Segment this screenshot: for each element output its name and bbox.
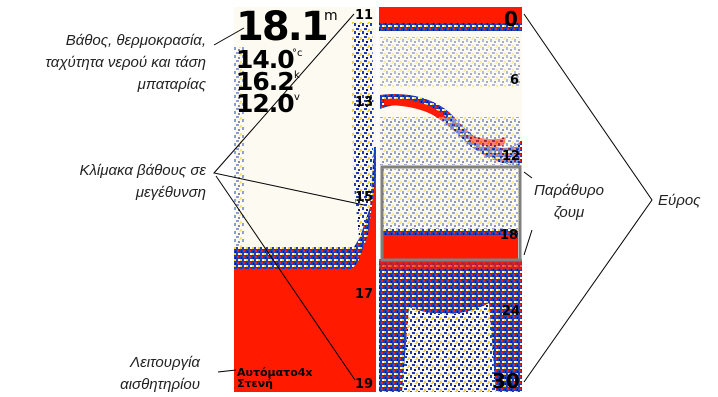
callout-zoom-window-line-2: ζουμ bbox=[553, 204, 585, 221]
depth-unit: m bbox=[324, 8, 338, 24]
callout-sensor-mode-line-1: Λειτουργία bbox=[130, 354, 200, 371]
zoom-scale-label: 17 bbox=[355, 287, 374, 302]
zoom-scale-label: 15 bbox=[355, 190, 374, 205]
surface-band bbox=[378, 7, 522, 23]
callout-zoom-scale: Κλίμακα βάθους σε μεγέθυνση bbox=[0, 160, 206, 204]
callout-readouts-line-1: Βάθος, θερμοκρασία, bbox=[65, 32, 206, 49]
bottom-line bbox=[378, 259, 522, 269]
range-scale-label: 24 bbox=[502, 304, 521, 319]
leader-zoom-window-bottom bbox=[523, 229, 533, 256]
voltage-unit: v bbox=[294, 92, 300, 103]
zoom-window-bottom bbox=[382, 235, 518, 259]
midwater-noise-2 bbox=[380, 117, 520, 165]
callout-sensor-mode-line-2: αισθητηρίου bbox=[120, 376, 200, 393]
leader-zoom-window-top bbox=[523, 171, 533, 179]
callout-sensor-mode: Λειτουργία αισθητηρίου bbox=[0, 352, 200, 396]
zoom-scale-label: 19 bbox=[355, 377, 374, 392]
range-scale-label: 18 bbox=[500, 228, 519, 243]
zoom-window-frame bbox=[380, 165, 522, 262]
callout-readouts-line-3: μπαταρίας bbox=[137, 76, 206, 93]
bottom-shadow bbox=[402, 303, 496, 392]
zoom-window-noise bbox=[382, 169, 518, 229]
echo-arc-core bbox=[384, 98, 446, 121]
range-scale-label: 0 bbox=[504, 7, 518, 31]
callout-zoom-window-line-1: Παράθυρο bbox=[534, 182, 604, 199]
midwater-noise bbox=[380, 37, 520, 87]
zoom-window-bottom-noise bbox=[382, 229, 518, 237]
depth-readout: 18.1 bbox=[236, 7, 329, 50]
range-scale-label: 12 bbox=[502, 149, 521, 164]
callout-readouts-line-2: ταχύτητα νερού και τάση bbox=[45, 54, 206, 71]
pane-divider bbox=[376, 7, 379, 392]
sonar-display bbox=[234, 7, 522, 392]
sonar-screen: 18.1 m 14.0 °c 16.2 k 12.0 v 11 13 15 17… bbox=[234, 7, 522, 392]
temperature-unit: °c bbox=[292, 48, 303, 59]
callout-zoom-window: Παράθυρο ζουμ bbox=[530, 180, 608, 224]
range-pane bbox=[378, 7, 522, 392]
voltage-readout: 12.0 bbox=[236, 89, 295, 118]
sensor-mode-line-2: Στενή bbox=[237, 377, 273, 390]
callout-zoom-scale-line-2: μεγέθυνση bbox=[135, 184, 206, 201]
callout-zoom-scale-line-1: Κλίμακα βάθους σε bbox=[79, 162, 206, 179]
range-scale-label: 6 bbox=[510, 73, 520, 88]
zoom-bottom bbox=[234, 175, 376, 392]
zoom-scale-label: 11 bbox=[355, 8, 374, 23]
callout-readouts: Βάθος, θερμοκρασία, ταχύτητα νερού και τ… bbox=[0, 30, 206, 96]
surface-noise bbox=[378, 23, 522, 31]
zoom-scale-label: 13 bbox=[355, 95, 374, 110]
range-scale-label: 30 bbox=[492, 369, 520, 392]
speed-unit: k bbox=[294, 70, 300, 81]
callout-range: Εύρος bbox=[658, 192, 701, 209]
